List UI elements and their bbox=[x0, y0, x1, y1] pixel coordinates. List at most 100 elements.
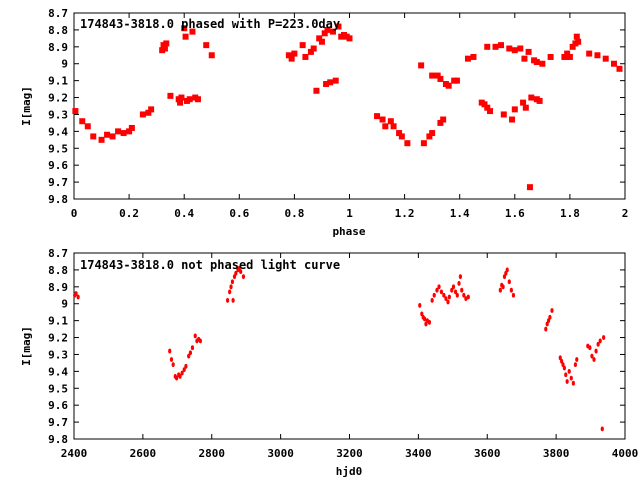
x-tick-label: 3400 bbox=[405, 447, 432, 460]
data-point bbox=[602, 55, 609, 62]
data-point bbox=[544, 326, 548, 332]
y-tick-label: 9.1 bbox=[48, 315, 68, 328]
data-point bbox=[148, 106, 155, 113]
data-point bbox=[115, 128, 122, 135]
y-axis-label: I[mag] bbox=[20, 86, 33, 126]
data-point bbox=[299, 42, 306, 49]
data-point bbox=[302, 53, 309, 60]
y-tick-label: 9.3 bbox=[48, 348, 68, 361]
data-point bbox=[323, 81, 330, 88]
data-point bbox=[231, 297, 235, 303]
data-point bbox=[72, 108, 79, 115]
data-point bbox=[178, 374, 182, 379]
data-point bbox=[522, 104, 529, 111]
x-tick-label: 1 bbox=[346, 207, 353, 220]
data-point bbox=[420, 140, 427, 147]
data-point bbox=[446, 299, 450, 305]
y-tick-label: 9.2 bbox=[48, 92, 68, 105]
data-point bbox=[439, 289, 444, 295]
data-point bbox=[437, 119, 444, 126]
data-point bbox=[526, 184, 533, 191]
y-tick-label: 9 bbox=[61, 58, 68, 71]
y-tick-label: 9.6 bbox=[48, 159, 68, 172]
data-point bbox=[175, 375, 179, 381]
y-tick-label: 8.8 bbox=[48, 24, 68, 37]
x-tick-label: 1.2 bbox=[395, 207, 415, 220]
y-tick-label: 9.4 bbox=[48, 125, 68, 138]
data-point bbox=[241, 274, 246, 280]
data-point bbox=[390, 123, 397, 130]
x-tick-label: 0.6 bbox=[229, 207, 249, 220]
data-point bbox=[492, 43, 499, 50]
data-point bbox=[437, 75, 444, 82]
data-point bbox=[180, 370, 184, 376]
data-point bbox=[457, 281, 461, 286]
y-tick-label: 8.8 bbox=[48, 264, 68, 277]
plot-title: 174843-3818.0 not phased light curve bbox=[80, 258, 340, 272]
x-tick-label: 2400 bbox=[61, 447, 88, 460]
unphased-plot: 8.78.88.999.19.29.39.49.59.69.79.8 2400 2… bbox=[20, 247, 638, 478]
data-point bbox=[208, 52, 215, 59]
data-point bbox=[398, 133, 405, 140]
data-point bbox=[567, 368, 571, 374]
data-point bbox=[307, 48, 314, 55]
data-point bbox=[74, 291, 78, 296]
data-point bbox=[498, 287, 502, 293]
y-tick-label: 9.3 bbox=[48, 108, 68, 121]
data-point bbox=[230, 279, 235, 285]
data-point bbox=[239, 269, 243, 274]
data-point bbox=[445, 82, 452, 89]
data-point bbox=[432, 292, 436, 298]
plot-title: 174843-3818.0 phased with P=223.0day bbox=[80, 17, 340, 31]
data-point bbox=[171, 362, 175, 367]
x-tick-labels: 0 0.2 0.4 0.6 0.8 1 1.2 1.4 1.6 1.8 2 bbox=[71, 13, 628, 220]
data-point bbox=[187, 353, 191, 359]
y-tick-label: 9.1 bbox=[48, 75, 68, 88]
data-point bbox=[550, 308, 554, 313]
data-point bbox=[460, 287, 464, 293]
y-tick-label: 8.9 bbox=[48, 281, 68, 294]
data-point bbox=[168, 348, 172, 354]
data-point bbox=[447, 294, 451, 300]
y-tick-label: 9 bbox=[61, 298, 68, 311]
data-point bbox=[76, 294, 80, 300]
data-point bbox=[184, 363, 188, 369]
data-point bbox=[234, 270, 238, 276]
data-point bbox=[517, 45, 524, 52]
data-point bbox=[404, 140, 411, 147]
y-tick-labels: 8.7 8.8 8.9 9 9.1 9.2 9.3 9.4 9.5 9.6 9.7 9.8 bbox=[48, 7, 625, 206]
data-point bbox=[484, 43, 491, 50]
data-point bbox=[321, 30, 328, 37]
data-point bbox=[547, 53, 554, 60]
data-point bbox=[193, 333, 197, 339]
data-point bbox=[437, 284, 441, 290]
data-point bbox=[285, 52, 292, 59]
data-point bbox=[592, 357, 596, 362]
x-tick-label: 0.8 bbox=[284, 207, 304, 220]
data-point bbox=[426, 133, 433, 140]
data-point bbox=[548, 314, 552, 320]
data-point bbox=[167, 92, 174, 99]
data-point bbox=[453, 77, 460, 84]
data-point bbox=[590, 353, 594, 359]
data-point bbox=[594, 348, 598, 354]
data-point bbox=[198, 338, 202, 344]
data-point bbox=[588, 345, 592, 351]
x-tick-label: 2600 bbox=[130, 447, 157, 460]
x-axis-label: phase bbox=[332, 225, 365, 238]
data-point bbox=[520, 99, 527, 106]
data-point bbox=[291, 50, 298, 57]
data-point bbox=[109, 133, 116, 140]
data-point bbox=[161, 45, 168, 52]
data-point bbox=[229, 284, 233, 290]
data-point bbox=[84, 123, 91, 130]
data-point bbox=[455, 292, 459, 298]
data-point bbox=[194, 96, 201, 103]
data-point bbox=[501, 284, 505, 290]
data-point bbox=[396, 130, 403, 137]
data-point bbox=[458, 274, 462, 280]
data-point bbox=[189, 28, 196, 35]
data-point bbox=[600, 426, 604, 432]
data-point bbox=[329, 28, 336, 35]
